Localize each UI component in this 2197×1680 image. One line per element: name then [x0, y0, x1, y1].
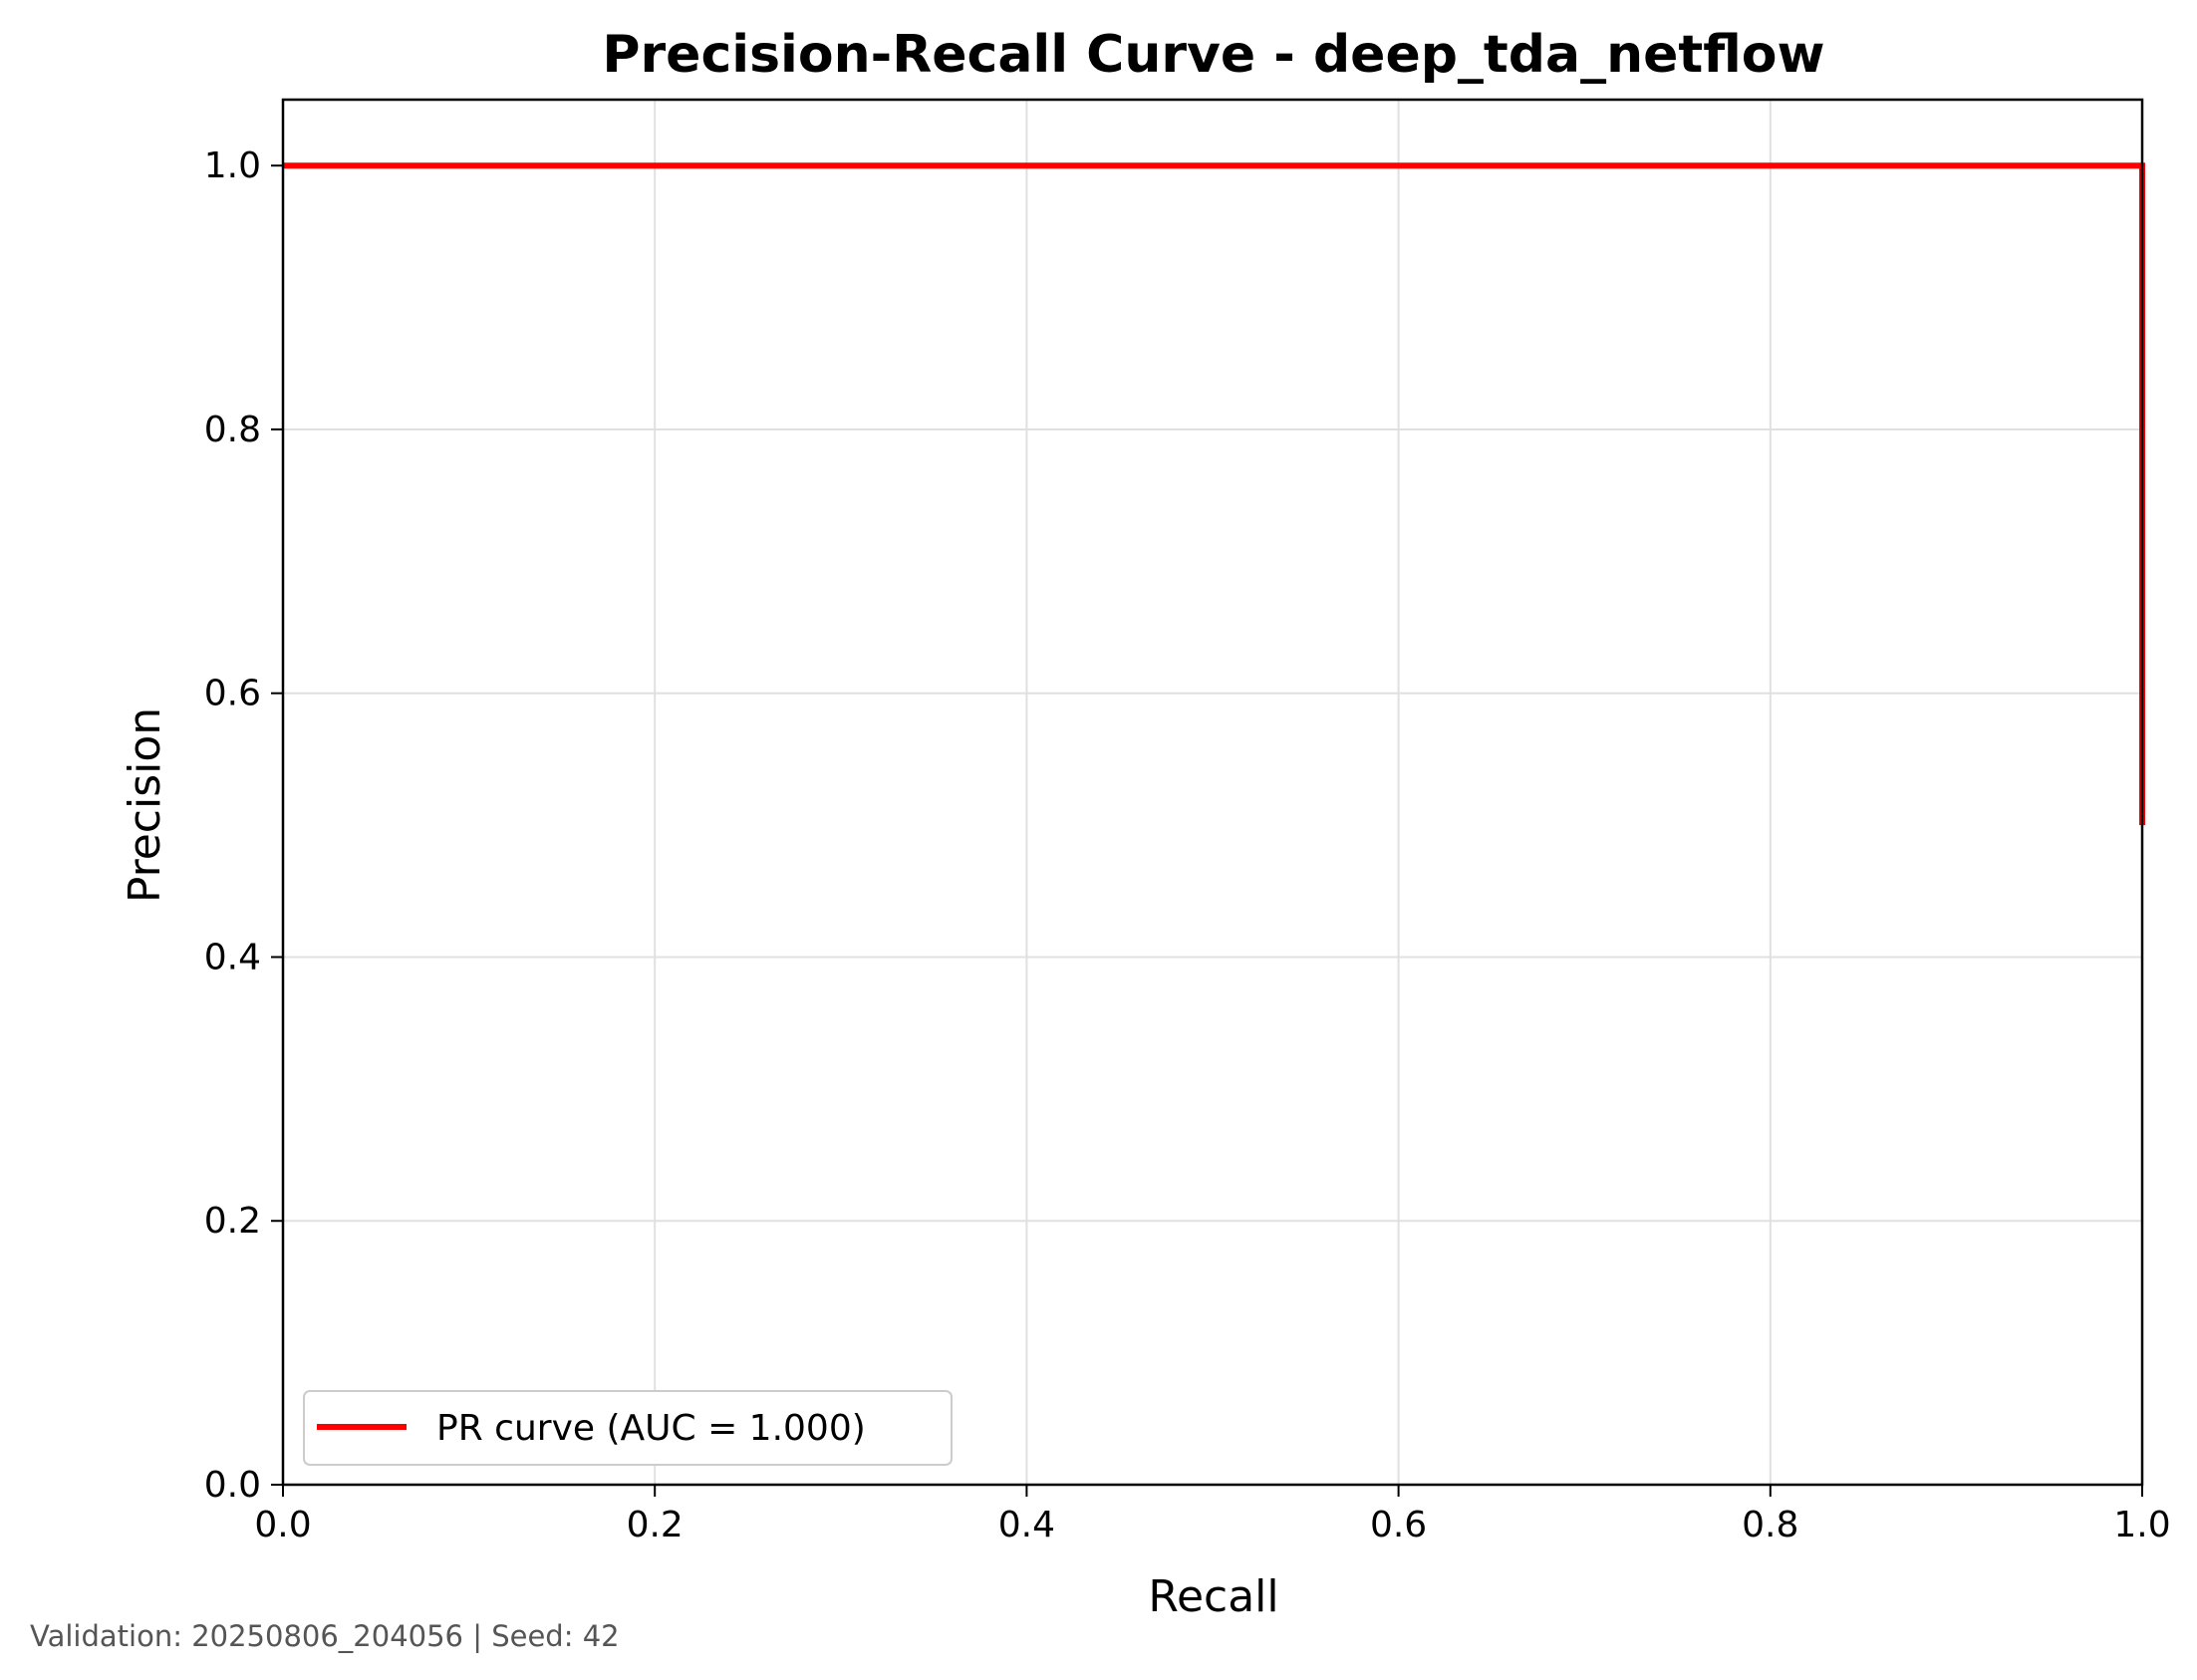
- legend: PR curve (AUC = 1.000): [303, 1390, 953, 1466]
- y-tick-label: 0.2: [204, 1201, 261, 1242]
- x-tick-label: 0.0: [254, 1505, 311, 1545]
- y-axis-ticks: 0.0 0.2 0.4 0.6 0.8 1.0: [204, 145, 283, 1506]
- legend-label: PR curve (AUC = 1.000): [436, 1408, 866, 1449]
- x-axis-ticks: 0.0 0.2 0.4 0.6 0.8 1.0: [254, 1485, 2171, 1545]
- y-axis-label: Precision: [120, 707, 170, 903]
- x-tick-label: 1.0: [2113, 1505, 2170, 1545]
- y-tick-label: 0.8: [204, 410, 261, 450]
- footer-note: Validation: 20250806_204056 | Seed: 42: [30, 1619, 620, 1653]
- x-gridlines: [282, 100, 2143, 1485]
- legend-box: [303, 1390, 953, 1466]
- x-tick-label: 0.6: [1370, 1505, 1427, 1545]
- series-layer: [283, 162, 2145, 826]
- pr-curve-line: [283, 162, 2145, 826]
- x-tick-label: 0.4: [998, 1505, 1055, 1545]
- y-gridlines: [283, 164, 2142, 1486]
- plot-frame: [281, 98, 2144, 1487]
- y-tick-label: 0.0: [204, 1465, 261, 1506]
- x-tick-label: 0.8: [1742, 1505, 1798, 1545]
- x-axis-label: Recall: [1148, 1571, 1278, 1622]
- y-tick-label: 0.6: [204, 674, 261, 714]
- chart-title: Precision-Recall Curve - deep_tda_netflo…: [602, 25, 1824, 85]
- y-tick-label: 0.4: [204, 937, 261, 978]
- y-tick-label: 1.0: [204, 145, 261, 186]
- x-tick-label: 0.2: [627, 1505, 684, 1545]
